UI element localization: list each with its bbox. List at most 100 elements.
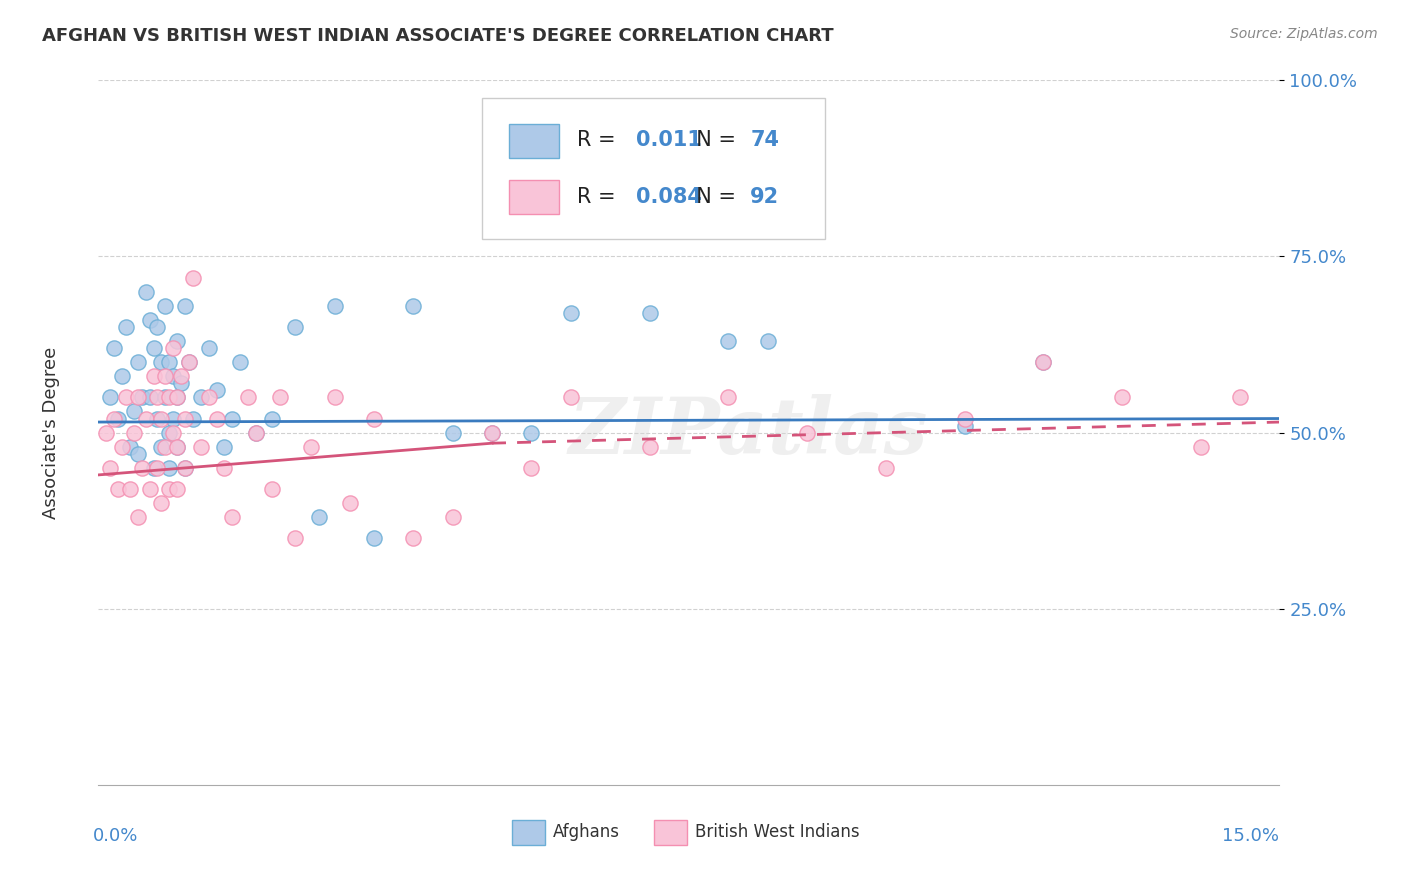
Point	[245, 425, 267, 440]
Point	[236, 391, 259, 405]
Point	[174, 299, 197, 313]
Point	[221, 411, 243, 425]
Text: N =: N =	[683, 130, 742, 150]
Point	[481, 425, 503, 440]
Point	[131, 460, 153, 475]
Point	[127, 391, 149, 405]
Point	[875, 460, 897, 475]
Point	[170, 376, 193, 391]
Point	[118, 440, 141, 454]
Point	[796, 425, 818, 440]
Bar	[654, 821, 686, 845]
Point	[157, 391, 180, 405]
Text: AFGHAN VS BRITISH WEST INDIAN ASSOCIATE'S DEGREE CORRELATION CHART: AFGHAN VS BRITISH WEST INDIAN ASSOCIATE'…	[42, 27, 834, 45]
Point	[157, 482, 180, 496]
Point	[1111, 391, 1133, 405]
Point	[155, 440, 177, 454]
Point	[162, 411, 184, 425]
Point	[103, 341, 125, 355]
Bar	[509, 180, 560, 214]
Point	[122, 404, 145, 418]
Point	[363, 532, 385, 546]
Point	[1032, 355, 1054, 369]
Point	[181, 411, 204, 425]
Point	[150, 411, 173, 425]
Point	[166, 391, 188, 405]
Point	[214, 440, 236, 454]
Text: Afghans: Afghans	[553, 823, 620, 841]
Point	[142, 369, 165, 384]
Point	[157, 425, 180, 440]
Point	[174, 411, 197, 425]
Point	[146, 319, 169, 334]
Point	[138, 391, 160, 405]
Point	[146, 391, 169, 405]
Text: 0.084: 0.084	[636, 186, 702, 207]
Text: Source: ZipAtlas.com: Source: ZipAtlas.com	[1230, 27, 1378, 41]
Point	[638, 440, 661, 454]
Point	[111, 369, 134, 384]
Point	[402, 532, 425, 546]
Point	[111, 440, 134, 454]
Point	[127, 510, 149, 524]
Point	[98, 460, 121, 475]
Point	[953, 411, 976, 425]
Text: R =: R =	[576, 186, 621, 207]
Point	[481, 425, 503, 440]
Point	[166, 440, 188, 454]
Point	[138, 313, 160, 327]
Point	[177, 355, 200, 369]
Point	[166, 334, 188, 348]
Point	[402, 299, 425, 313]
Point	[323, 299, 346, 313]
Text: 15.0%: 15.0%	[1222, 827, 1279, 846]
Point	[162, 341, 184, 355]
Point	[269, 391, 291, 405]
Point	[1229, 391, 1251, 405]
Point	[150, 496, 173, 510]
Point	[166, 440, 188, 454]
Text: 74: 74	[751, 130, 779, 150]
Point	[308, 510, 330, 524]
Point	[162, 369, 184, 384]
Point	[245, 425, 267, 440]
Point	[363, 411, 385, 425]
Point	[214, 460, 236, 475]
Text: 0.011: 0.011	[636, 130, 702, 150]
Point	[127, 355, 149, 369]
Point	[560, 306, 582, 320]
Point	[155, 391, 177, 405]
Point	[441, 510, 464, 524]
Point	[284, 532, 307, 546]
Point	[146, 460, 169, 475]
Point	[717, 334, 740, 348]
Point	[260, 482, 283, 496]
Point	[122, 425, 145, 440]
Point	[190, 440, 212, 454]
Point	[118, 482, 141, 496]
Point	[142, 341, 165, 355]
Point	[157, 460, 180, 475]
Point	[115, 391, 138, 405]
Bar	[509, 124, 560, 158]
Point	[131, 391, 153, 405]
Point	[221, 510, 243, 524]
Text: British West Indians: British West Indians	[695, 823, 859, 841]
Point	[205, 411, 228, 425]
Point	[135, 285, 157, 299]
Point	[953, 418, 976, 433]
Text: R =: R =	[576, 130, 621, 150]
Bar	[512, 821, 546, 845]
Point	[162, 425, 184, 440]
Point	[638, 306, 661, 320]
Point	[98, 391, 121, 405]
Point	[339, 496, 361, 510]
Point	[756, 334, 779, 348]
Point	[190, 391, 212, 405]
Point	[1032, 355, 1054, 369]
Point	[177, 355, 200, 369]
Text: N =: N =	[683, 186, 742, 207]
Point	[520, 425, 543, 440]
Point	[155, 369, 177, 384]
Point	[229, 355, 252, 369]
